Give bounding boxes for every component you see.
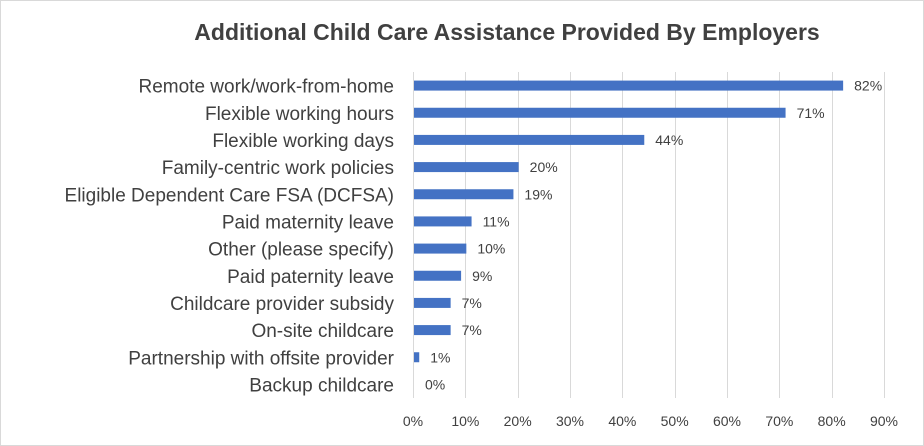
category-label: Paid maternity leave	[222, 212, 394, 233]
data-label: 1%	[430, 349, 450, 365]
x-tick-label: 90%	[870, 413, 898, 429]
bar	[414, 80, 844, 91]
data-label: 9%	[472, 268, 492, 284]
category-label: Eligible Dependent Care FSA (DCFSA)	[65, 185, 394, 206]
x-tick-label: 70%	[765, 413, 793, 429]
chart-title: Additional Child Care Assistance Provide…	[194, 19, 820, 45]
bar	[414, 297, 451, 308]
x-tick-label: 30%	[556, 413, 584, 429]
category-label: Flexible working hours	[205, 104, 394, 125]
bar	[414, 325, 451, 336]
x-tick-label: 50%	[661, 413, 689, 429]
x-tick-label: 40%	[608, 413, 636, 429]
bar	[414, 216, 472, 227]
category-label: Partnership with offsite provider	[128, 348, 394, 369]
category-label: Backup childcare	[249, 375, 394, 396]
category-label: Flexible working days	[212, 131, 394, 152]
bar	[414, 162, 519, 173]
category-label: Family-centric work policies	[162, 158, 394, 179]
data-label: 11%	[483, 213, 510, 229]
bar	[414, 107, 786, 118]
data-label: 44%	[655, 132, 683, 148]
data-label: 0%	[425, 376, 445, 392]
data-label: 20%	[530, 159, 558, 175]
bar	[414, 134, 645, 145]
data-label: 10%	[477, 241, 505, 257]
data-label: 82%	[854, 78, 882, 94]
category-label: Remote work/work-from-home	[139, 77, 395, 98]
x-tick-label: 80%	[818, 413, 846, 429]
bar	[414, 352, 420, 363]
data-label: 7%	[462, 295, 482, 311]
bar	[414, 189, 514, 200]
x-tick-label: 20%	[504, 413, 532, 429]
category-label: Other (please specify)	[208, 240, 394, 261]
category-label: Paid paternity leave	[227, 267, 394, 288]
category-label: On-site childcare	[251, 321, 394, 342]
data-label: 19%	[524, 186, 552, 202]
x-tick-label: 60%	[713, 413, 741, 429]
x-tick-label: 10%	[451, 413, 479, 429]
x-tick-label: 0%	[403, 413, 423, 429]
data-label: 71%	[797, 105, 825, 121]
bar	[414, 270, 462, 281]
category-label: Childcare provider subsidy	[170, 294, 394, 315]
bar	[414, 243, 467, 254]
data-label: 7%	[462, 322, 482, 338]
